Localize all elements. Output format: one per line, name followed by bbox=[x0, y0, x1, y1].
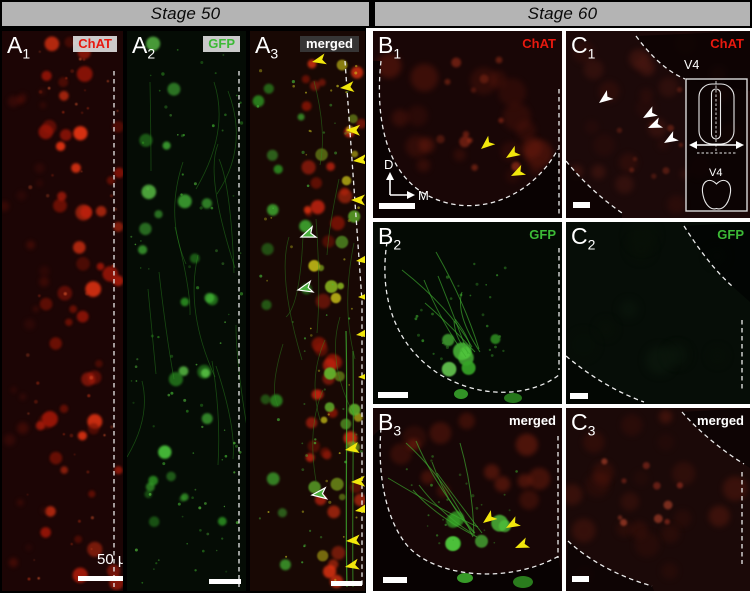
axis-label-dorsal: D bbox=[384, 157, 393, 172]
A3-yellow-arrowhead bbox=[353, 153, 365, 165]
header-stage50: Stage 50 bbox=[0, 0, 371, 28]
channel-tag-gfp: GFP bbox=[529, 227, 556, 242]
scale-bar bbox=[573, 202, 590, 208]
panel-label-A1: A1 bbox=[7, 32, 31, 62]
generated-texture bbox=[566, 410, 748, 585]
channel-tag-merged: merged bbox=[300, 36, 359, 52]
channel-tag-merged: merged bbox=[509, 413, 556, 428]
A3-yellow-arrowhead bbox=[356, 253, 365, 265]
panel-A2: A2 GFP bbox=[127, 31, 246, 591]
panel-label-B1: B1 bbox=[378, 32, 402, 62]
C1-white-arrowhead bbox=[643, 106, 658, 118]
axis-label-medial: M bbox=[418, 188, 429, 203]
panel-label-C1: C1 bbox=[571, 32, 596, 62]
panel-label-C2: C2 bbox=[571, 223, 596, 253]
micrograph-A3 bbox=[252, 53, 365, 589]
A3-yellow-arrowhead bbox=[346, 534, 361, 546]
panel-A1: A1 ChAT 50 µm bbox=[2, 31, 123, 591]
C1-white-arrowhead bbox=[664, 131, 679, 143]
micrograph-C1: V4 V4 bbox=[566, 31, 750, 218]
C1-white-arrowhead bbox=[599, 90, 614, 103]
micrograph-A1 bbox=[2, 36, 123, 590]
A3-yellow-arrowhead bbox=[351, 194, 365, 206]
B1-yellow-arrowhead bbox=[511, 164, 526, 176]
A3-yellow-arrowhead bbox=[356, 327, 365, 339]
scale-bar bbox=[378, 392, 408, 398]
channel-tag-chat: ChAT bbox=[710, 36, 744, 51]
scale-bar bbox=[78, 576, 123, 581]
A3-yellow-arrowhead bbox=[345, 558, 360, 570]
scale-bar bbox=[379, 203, 415, 209]
inset-v4-label: V4 bbox=[709, 167, 722, 179]
C2-overlay bbox=[566, 222, 750, 404]
panel-label-A2: A2 bbox=[132, 32, 156, 62]
B2-overlay bbox=[373, 241, 562, 404]
panel-B2: B2 GFP bbox=[373, 222, 562, 404]
inset-schematic: V4 bbox=[685, 78, 748, 212]
generated-texture bbox=[252, 59, 365, 589]
generated-texture bbox=[401, 251, 507, 377]
A3-green-arrowhead bbox=[296, 279, 315, 293]
channel-tag-gfp: GFP bbox=[717, 227, 744, 242]
stage50-title: Stage 50 bbox=[150, 4, 221, 23]
A3-yellow-arrowhead bbox=[340, 81, 355, 93]
generated-texture bbox=[376, 53, 553, 184]
panel-label-A3: A3 bbox=[255, 32, 279, 62]
micrograph-B2 bbox=[373, 241, 562, 404]
A3-green-arrowhead bbox=[310, 486, 329, 500]
generated-texture bbox=[127, 36, 246, 584]
generated-texture bbox=[2, 36, 123, 590]
panel-A3: A3 merged bbox=[250, 31, 365, 591]
A3-overlay bbox=[344, 60, 363, 588]
channel-tag-chat: ChAT bbox=[522, 36, 556, 51]
B3-yellow-arrowhead bbox=[483, 510, 498, 523]
panel-label-B3: B3 bbox=[378, 409, 402, 439]
panel-C2: C2 GFP bbox=[566, 222, 750, 404]
orientation-axis bbox=[386, 172, 415, 199]
channel-tag-gfp: GFP bbox=[203, 36, 240, 52]
B3-overlay bbox=[373, 427, 562, 591]
stage60-title: Stage 60 bbox=[527, 4, 598, 23]
generated-texture bbox=[387, 412, 551, 551]
panel-label-B2: B2 bbox=[378, 223, 402, 253]
B1-yellow-arrowhead bbox=[481, 135, 496, 149]
panel-label-C3: C3 bbox=[571, 409, 596, 439]
scale-bar bbox=[383, 577, 407, 583]
micrograph-B3 bbox=[373, 412, 562, 591]
micrograph-B1: D M bbox=[373, 53, 562, 218]
scale-bar bbox=[572, 576, 589, 582]
scale-bar-label: 50 µm bbox=[97, 551, 123, 568]
header-stage60: Stage 60 bbox=[373, 0, 752, 28]
A3-yellow-arrowhead bbox=[355, 502, 365, 514]
B3-yellow-arrowhead bbox=[515, 537, 531, 548]
A3-yellow-arrowhead bbox=[312, 53, 327, 65]
C1-white-arrowhead bbox=[648, 117, 664, 128]
panel-C1: V4 V4 C1 ChAT bbox=[566, 31, 750, 218]
micrograph-A2 bbox=[127, 36, 246, 587]
generated-texture bbox=[569, 222, 727, 375]
A3-yellow-arrowhead bbox=[351, 475, 365, 487]
A3-yellow-arrowhead bbox=[346, 124, 361, 136]
A3-yellow-arrowhead bbox=[345, 442, 360, 453]
channel-tag-merged: merged bbox=[697, 413, 744, 428]
B1-yellow-arrowhead bbox=[506, 145, 521, 158]
scale-bar bbox=[570, 393, 588, 399]
B3-yellow-arrowhead bbox=[506, 516, 521, 528]
C1-overlay: V4 V4 bbox=[566, 31, 750, 218]
micrograph-C2 bbox=[566, 222, 750, 404]
panel-B3: B3 merged bbox=[373, 408, 562, 591]
panel-B1: D M B1 ChAT bbox=[373, 31, 562, 218]
scale-bar bbox=[209, 579, 241, 584]
A3-green-arrowhead bbox=[299, 225, 318, 238]
scale-bar bbox=[331, 581, 362, 586]
v4-label: V4 bbox=[684, 58, 699, 72]
B1-overlay: D M bbox=[373, 60, 562, 218]
panel-C3: C3 merged bbox=[566, 408, 750, 591]
channel-tag-chat: ChAT bbox=[73, 36, 117, 52]
